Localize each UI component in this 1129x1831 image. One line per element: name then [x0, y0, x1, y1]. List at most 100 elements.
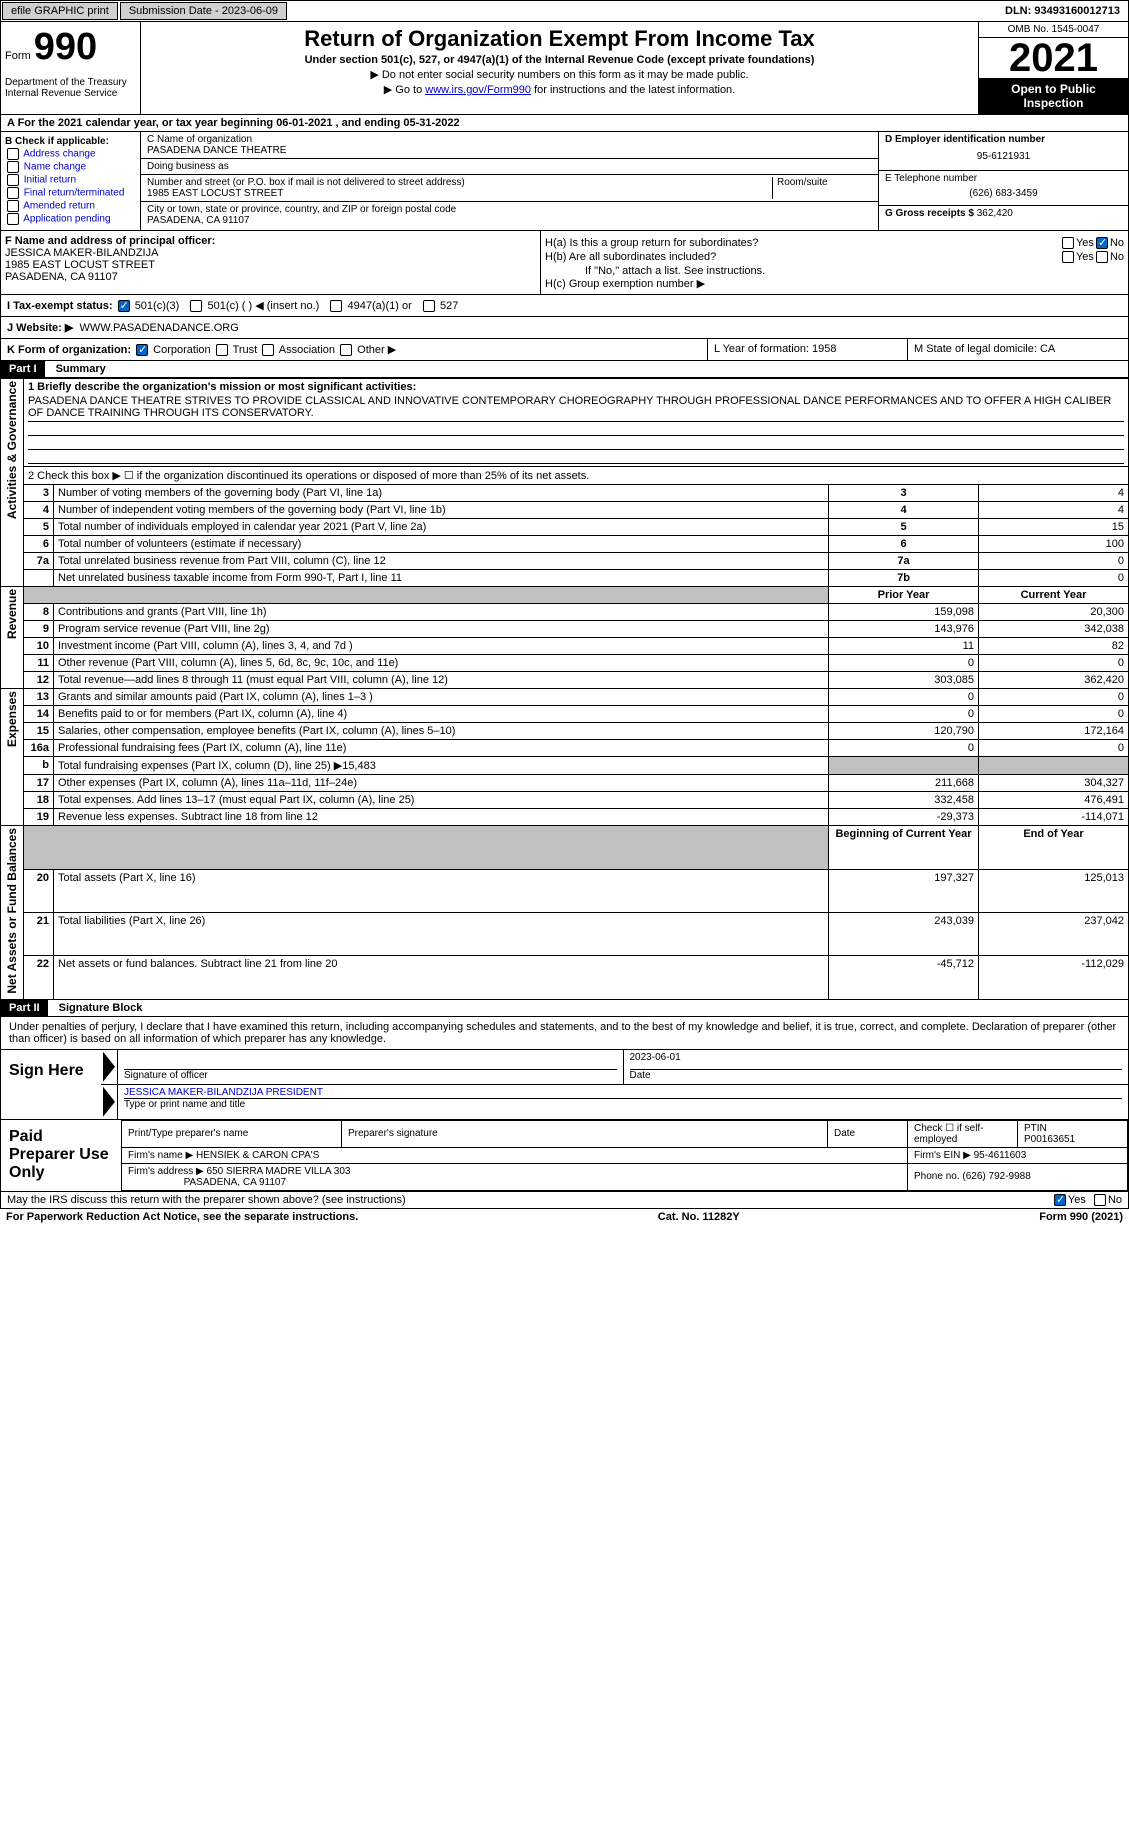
- room-suite-label: Room/suite: [772, 177, 872, 199]
- typed-name-label: Type or print name and title: [124, 1099, 245, 1110]
- irs-discuss-row: May the IRS discuss this return with the…: [0, 1192, 1129, 1209]
- efile-button[interactable]: efile GRAPHIC print: [2, 2, 118, 20]
- irs-link[interactable]: www.irs.gov/Form990: [425, 84, 531, 96]
- chk-initial-return[interactable]: Initial return: [5, 174, 136, 186]
- firm-name: HENSIEK & CARON CPA'S: [196, 1150, 319, 1161]
- officer-name: JESSICA MAKER-BILANDZIJA: [5, 247, 158, 259]
- hb-note: If "No," attach a list. See instructions…: [545, 265, 1124, 277]
- vtab-netassets: Net Assets or Fund Balances: [5, 828, 19, 994]
- summary-table: Activities & Governance 1 Briefly descri…: [0, 378, 1129, 1000]
- chk-amended-return[interactable]: Amended return: [5, 200, 136, 212]
- row-i: I Tax-exempt status: 501(c)(3) 501(c) ( …: [0, 295, 1129, 317]
- officer-addr1: 1985 EAST LOCUST STREET: [5, 259, 155, 271]
- chk-address-change[interactable]: Address change: [5, 148, 136, 160]
- part2-title: Signature Block: [51, 1000, 151, 1016]
- prep-name-label: Print/Type preparer's name: [122, 1120, 342, 1147]
- mission-text: PASADENA DANCE THEATRE STRIVES TO PROVID…: [28, 393, 1124, 422]
- vtab-expenses: Expenses: [5, 691, 19, 747]
- city-state-zip: PASADENA, CA 91107: [147, 215, 872, 226]
- tel-label: E Telephone number: [885, 173, 1122, 184]
- part2-bar: Part II Signature Block: [0, 1000, 1129, 1017]
- tax-year: 2021: [979, 38, 1128, 78]
- sig-date-label: Date: [630, 1070, 651, 1081]
- discuss-yes[interactable]: [1054, 1194, 1066, 1206]
- ha-no[interactable]: [1096, 237, 1108, 249]
- preparer-block: Paid Preparer Use Only Print/Type prepar…: [0, 1120, 1129, 1192]
- firm-phone-label: Phone no.: [914, 1171, 960, 1182]
- chk-501c[interactable]: [190, 300, 202, 312]
- part1-bar: Part I Summary: [0, 361, 1129, 378]
- open-inspection: Open to Public Inspection: [979, 78, 1128, 114]
- ssn-note: ▶ Do not enter social security numbers o…: [145, 68, 974, 81]
- form-title: Return of Organization Exempt From Incom…: [145, 26, 974, 52]
- discuss-no[interactable]: [1094, 1194, 1106, 1206]
- chk-527[interactable]: [423, 300, 435, 312]
- submission-date-button[interactable]: Submission Date - 2023-06-09: [120, 2, 287, 20]
- form-label: Form: [5, 50, 31, 62]
- hb-no[interactable]: [1096, 251, 1108, 263]
- part2-header: Part II: [1, 1000, 48, 1016]
- dln: DLN: 93493160012713: [997, 5, 1128, 17]
- chk-trust[interactable]: [216, 344, 228, 356]
- chk-assoc[interactable]: [262, 344, 274, 356]
- prep-date-label: Date: [828, 1120, 908, 1147]
- footer: For Paperwork Reduction Act Notice, see …: [0, 1209, 1129, 1225]
- ha-label: H(a) Is this a group return for subordin…: [545, 237, 1060, 249]
- firm-phone: (626) 792-9988: [962, 1171, 1030, 1182]
- addr-label: Number and street (or P.O. box if mail i…: [147, 177, 772, 188]
- q1-label: 1 Briefly describe the organization's mi…: [28, 381, 416, 393]
- hc-label: H(c) Group exemption number ▶: [545, 277, 1124, 290]
- vtab-activities: Activities & Governance: [5, 381, 19, 519]
- sig-block: Sign Here Signature of officer 2023-06-0…: [0, 1050, 1129, 1120]
- part1-title: Summary: [48, 361, 114, 377]
- firm-ein-label: Firm's EIN ▶: [914, 1150, 971, 1161]
- form-number: 990: [34, 26, 97, 68]
- firm-name-label: Firm's name ▶: [128, 1150, 193, 1161]
- city-label: City or town, state or province, country…: [147, 204, 872, 215]
- chk-name-change[interactable]: Name change: [5, 161, 136, 173]
- ha-yes[interactable]: [1062, 237, 1074, 249]
- part1-header: Part I: [1, 361, 45, 377]
- firm-addr: 650 SIERRA MADRE VILLA 303: [207, 1166, 351, 1177]
- form-header: Form 990 Department of the Treasury Inte…: [0, 22, 1129, 115]
- row-fh: F Name and address of principal officer:…: [0, 231, 1129, 295]
- chk-501c3[interactable]: [118, 300, 130, 312]
- officer-typed-name[interactable]: JESSICA MAKER-BILANDZIJA PRESIDENT: [124, 1087, 323, 1098]
- dba-label: Doing business as: [141, 159, 878, 175]
- officer-label: F Name and address of principal officer:: [5, 235, 215, 247]
- arrow-icon: [103, 1087, 115, 1117]
- chk-corp[interactable]: [136, 344, 148, 356]
- row-a-tax-year: A For the 2021 calendar year, or tax yea…: [0, 115, 1129, 132]
- gross-label: G Gross receipts $: [885, 208, 974, 219]
- org-name: PASADENA DANCE THEATRE: [147, 145, 872, 156]
- row-k: K Form of organization: Corporation Trus…: [0, 339, 1129, 361]
- chk-4947[interactable]: [330, 300, 342, 312]
- ein-value: 95-6121931: [885, 145, 1122, 168]
- org-name-label: C Name of organization: [147, 134, 872, 145]
- street-address: 1985 EAST LOCUST STREET: [147, 188, 772, 199]
- sig-date-value: 2023-06-01: [630, 1052, 1123, 1070]
- ptin-value: P00163651: [1024, 1134, 1075, 1145]
- ein-label: D Employer identification number: [885, 134, 1045, 145]
- gross-value: 362,420: [977, 208, 1013, 219]
- paperwork-notice: For Paperwork Reduction Act Notice, see …: [6, 1211, 358, 1223]
- vtab-revenue: Revenue: [5, 589, 19, 639]
- chk-app-pending[interactable]: Application pending: [5, 213, 136, 225]
- hb-yes[interactable]: [1062, 251, 1074, 263]
- state-domicile: M State of legal domicile: CA: [908, 339, 1128, 360]
- goto-note: ▶ Go to www.irs.gov/Form990 for instruct…: [145, 83, 974, 96]
- section-bcd: B Check if applicable: Address change Na…: [0, 132, 1129, 231]
- chk-other[interactable]: [340, 344, 352, 356]
- chk-final-return[interactable]: Final return/terminated: [5, 187, 136, 199]
- q2-text: 2 Check this box ▶ ☐ if the organization…: [24, 467, 1129, 485]
- sig-intro: Under penalties of perjury, I declare th…: [0, 1017, 1129, 1050]
- hb-label: H(b) Are all subordinates included?: [545, 251, 1060, 263]
- arrow-icon: [103, 1052, 115, 1082]
- tel-value: (626) 683-3459: [885, 184, 1122, 203]
- prep-sig-label: Preparer's signature: [342, 1120, 828, 1147]
- website-value: WWW.PASADENADANCE.ORG: [79, 322, 238, 334]
- year-formation: L Year of formation: 1958: [708, 339, 908, 360]
- sign-here-label: Sign Here: [1, 1050, 101, 1119]
- row-j: J Website: ▶ WWW.PASADENADANCE.ORG: [0, 317, 1129, 339]
- cat-no: Cat. No. 11282Y: [358, 1211, 1039, 1223]
